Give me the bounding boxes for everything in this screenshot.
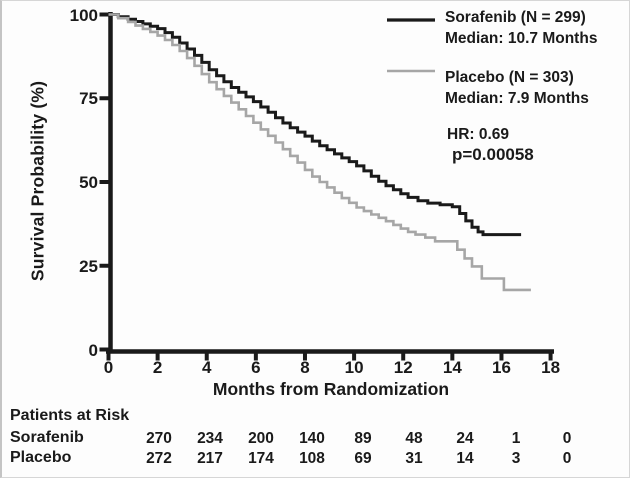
risk-value-sorafenib: 1: [511, 430, 521, 447]
risk-value-placebo: 3: [511, 450, 521, 467]
sorafenib-survival-curve: [108, 13, 522, 237]
risk-value-sorafenib: 200: [248, 430, 274, 447]
risk-value-placebo: 31: [405, 450, 423, 467]
risk-value-placebo: 69: [354, 450, 372, 467]
hazard-ratio-annotation: HR: 0.69: [447, 126, 510, 143]
risk-value-sorafenib: 140: [299, 430, 325, 447]
risk-value-sorafenib: 89: [354, 430, 372, 447]
x-axis-title: Months from Randomization: [212, 379, 450, 399]
y-tick-label: 25: [79, 256, 98, 276]
legend-placebo-median: Median: 7.9 Months: [445, 90, 589, 107]
y-axis-title: Survival Probability (%): [27, 80, 48, 282]
x-tick-label: 4: [202, 358, 212, 377]
y-tick-label: 50: [79, 173, 98, 192]
risk-table-title: Patients at Risk: [10, 407, 130, 424]
x-tick-label: 14: [442, 358, 462, 377]
x-tick-label: 16: [491, 358, 511, 377]
risk-value-placebo: 108: [299, 450, 325, 467]
legend-sorafenib-median: Median: 10.7 Months: [445, 30, 598, 47]
risk-value-sorafenib: 234: [197, 430, 223, 447]
x-tick-label: 2: [152, 358, 163, 377]
x-tick-label: 12: [393, 358, 413, 377]
y-tick-label: 100: [69, 5, 98, 25]
risk-value-placebo: 174: [248, 450, 274, 467]
legend-placebo-label: Placebo (N = 303): [445, 69, 574, 86]
risk-value-sorafenib: 0: [562, 430, 572, 447]
y-tick-label: 0: [88, 340, 98, 360]
x-tick-label: 0: [103, 358, 114, 377]
x-tick-label: 6: [251, 358, 261, 377]
risk-value-sorafenib: 48: [405, 430, 423, 447]
risk-value-sorafenib: 24: [456, 430, 474, 447]
placebo-survival-curve: [108, 13, 531, 292]
p-value-annotation: p=0.00058: [452, 145, 534, 164]
x-tick-label: 18: [541, 358, 561, 377]
risk-row-label-placebo: Placebo: [10, 449, 72, 466]
y-tick-label: 75: [79, 89, 98, 109]
risk-value-placebo: 217: [197, 450, 223, 467]
x-tick-label: 10: [344, 358, 364, 377]
risk-value-placebo: 272: [146, 450, 172, 467]
risk-value-placebo: 14: [456, 450, 474, 467]
risk-row-label-sorafenib: Sorafenib: [10, 429, 84, 446]
x-tick-label: 8: [300, 358, 310, 377]
risk-value-sorafenib: 270: [146, 430, 172, 447]
legend-sorafenib-label: Sorafenib (N = 299): [445, 9, 586, 26]
risk-value-placebo: 0: [562, 450, 572, 467]
